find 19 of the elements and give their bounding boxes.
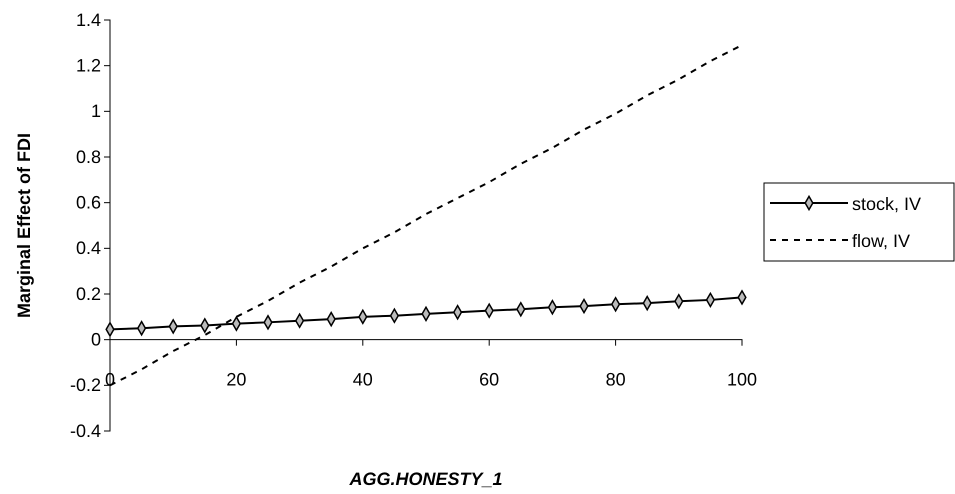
y-tick-label: 1.4 bbox=[76, 10, 101, 30]
x-tick-label: 80 bbox=[606, 370, 626, 390]
y-axis-title: Marginal Effect of FDI bbox=[14, 132, 34, 318]
y-tick-label: 0.4 bbox=[76, 238, 101, 258]
legend-label: flow, IV bbox=[852, 231, 910, 251]
y-tick-label: 0.2 bbox=[76, 284, 101, 304]
x-tick-label: 100 bbox=[726, 370, 758, 390]
y-tick-label: -0.2 bbox=[70, 375, 101, 396]
y-tick-label: 0.6 bbox=[76, 192, 101, 212]
y-tick-label: 1 bbox=[90, 101, 101, 122]
x-axis-title: AGG.HONESTY_1 bbox=[348, 469, 503, 489]
y-tick-label: 0.8 bbox=[76, 146, 101, 167]
x-tick-label: 60 bbox=[479, 370, 500, 390]
y-tick-label: -0.4 bbox=[70, 420, 101, 441]
y-tick-label: 0 bbox=[90, 329, 101, 350]
y-tick-label: 1.2 bbox=[76, 55, 101, 76]
x-tick-label: 20 bbox=[226, 370, 246, 390]
x-tick-label: 40 bbox=[352, 370, 373, 390]
legend-label: stock, IV bbox=[852, 194, 922, 214]
